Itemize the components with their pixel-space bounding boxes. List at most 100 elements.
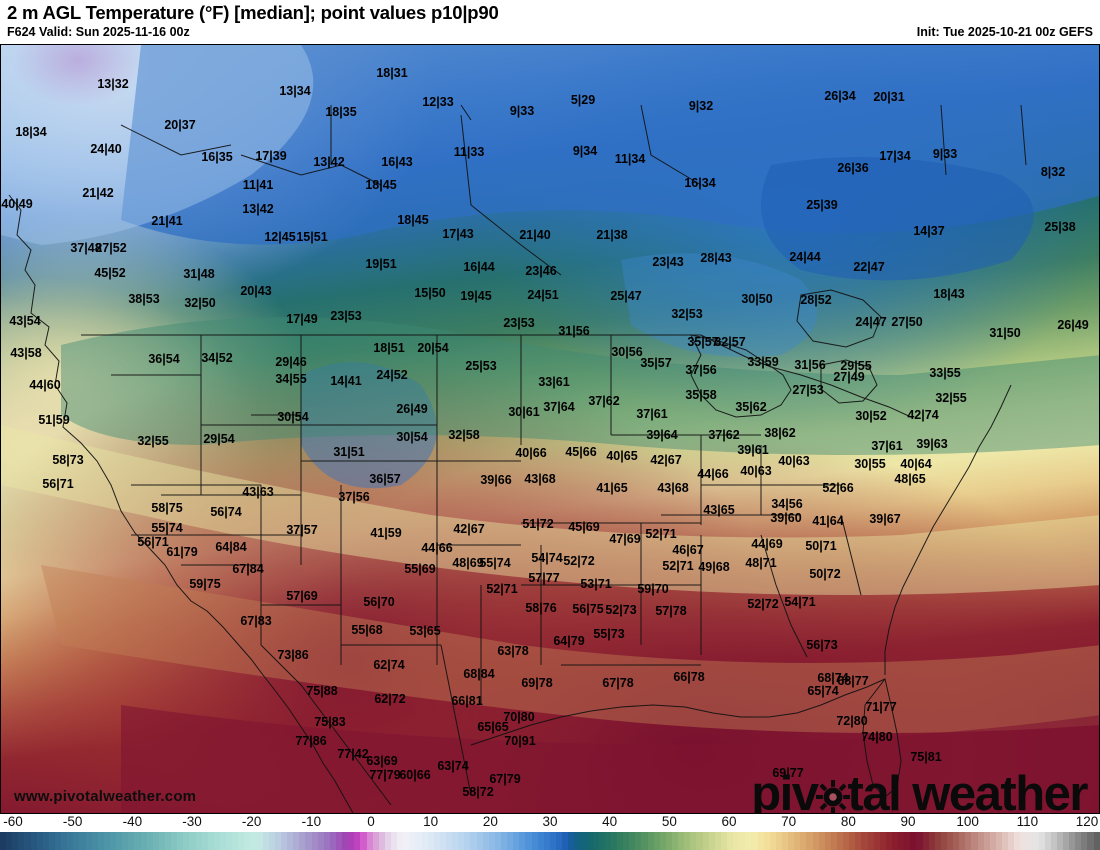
sun-gear-icon xyxy=(815,774,850,813)
colorbar-segment xyxy=(213,832,220,850)
colorbar-segment xyxy=(891,832,899,850)
colorbar-segment xyxy=(0,832,7,850)
colorbar-segment xyxy=(6,832,13,850)
colorbar-segment xyxy=(953,832,960,850)
colorbar-segment xyxy=(354,832,361,850)
colorbar-segment xyxy=(940,832,947,850)
colorbar-segment xyxy=(904,832,911,850)
colorbar-gradient[interactable] xyxy=(0,832,1100,850)
colorbar-segment xyxy=(610,832,618,850)
colorbar-segment xyxy=(885,832,892,850)
colorbar-segment xyxy=(500,832,508,850)
colorbar-segment xyxy=(727,832,734,850)
colorbar-segment xyxy=(97,832,104,850)
colorbar-tick-label: 20 xyxy=(482,814,498,829)
colorbar-segment xyxy=(36,832,43,850)
colorbar-segment xyxy=(531,832,538,850)
colorbar-segment xyxy=(256,832,263,850)
colorbar-segment xyxy=(635,832,642,850)
colorbar-segment xyxy=(1032,832,1039,850)
init-time-label: Init: Tue 2025-10-21 00z GEFS xyxy=(916,25,1093,39)
colorbar-segment xyxy=(659,832,666,850)
colorbar-segment xyxy=(873,832,880,850)
colorbar-tick-label: -60 xyxy=(3,814,23,829)
colorbar-segment xyxy=(641,832,648,850)
colorbar-segment xyxy=(812,832,819,850)
colorbar-tick-label: 0 xyxy=(367,814,375,829)
colorbar-tick-label: 80 xyxy=(840,814,856,829)
colorbar-segment xyxy=(445,832,453,850)
colorbar-segment xyxy=(519,832,526,850)
colorbar-segment xyxy=(384,832,391,850)
colorbar-segment xyxy=(79,832,86,850)
colorbar-segment xyxy=(458,832,465,850)
colorbar-tick-label: -30 xyxy=(182,814,202,829)
colorbar-segment xyxy=(452,832,459,850)
colorbar-segment xyxy=(794,832,801,850)
colorbar-segment xyxy=(733,832,740,850)
colorbar-segment xyxy=(391,832,398,850)
colorbar-segment xyxy=(189,832,196,850)
colorbar-segment xyxy=(830,832,837,850)
colorbar-segment xyxy=(73,832,80,850)
colorbar-segment xyxy=(507,832,514,850)
colorbar-segment xyxy=(348,832,355,850)
colorbar-segment xyxy=(855,832,862,850)
colorbar-tick-label: 100 xyxy=(956,814,979,829)
watermark-text-a: piv xyxy=(751,767,819,814)
colorbar-segment xyxy=(317,832,324,850)
colorbar-segment xyxy=(268,832,275,850)
colorbar-segment xyxy=(971,832,978,850)
colorbar-segment xyxy=(299,832,306,850)
colorbar-ticks: -60 -50 -40 -30 -20 -10 0 10 20 30 40 50 60 70 80 90 100… xyxy=(0,814,1100,832)
colorbar-segment xyxy=(843,832,850,850)
colorbar-segment xyxy=(470,832,477,850)
colorbar-segment xyxy=(769,832,776,850)
colorbar-segment xyxy=(574,832,581,850)
colorbar-segment xyxy=(562,832,569,850)
colorbar-segment xyxy=(629,832,636,850)
colorbar-segment xyxy=(702,832,709,850)
map-viewport[interactable]: 13|32 13|34 18|31 18|35 12|33 9|33 5|29 9|32 26|… xyxy=(0,44,1100,814)
colorbar-segment xyxy=(555,832,563,850)
colorbar-tick-label: -20 xyxy=(241,814,262,829)
colorbar-segment xyxy=(598,832,605,850)
colorbar-segment xyxy=(934,832,941,850)
colorbar-segment xyxy=(1063,832,1070,850)
colorbar-segment xyxy=(806,832,813,850)
colorbar-segment xyxy=(592,832,599,850)
colorbar-segment xyxy=(128,832,135,850)
colorbar-segment xyxy=(433,832,440,850)
colorbar-tick-label: 10 xyxy=(423,814,439,829)
colorbar-segment xyxy=(922,832,929,850)
colorbar-segment xyxy=(665,832,673,850)
colorbar-segment xyxy=(818,832,825,850)
pivotal-weather-watermark: piv xyxy=(751,767,1089,814)
colorbar-segment xyxy=(959,832,966,850)
colorbar-segment xyxy=(543,832,550,850)
colorbar-tick-label: -10 xyxy=(301,814,322,829)
colorbar-segment xyxy=(91,832,98,850)
colorbar-segment xyxy=(965,832,972,850)
colorbar-segment xyxy=(415,832,422,850)
colorbar-segment xyxy=(513,832,520,850)
colorbar-segment xyxy=(928,832,935,850)
colorbar-segment xyxy=(403,832,410,850)
colorbar-segment xyxy=(232,832,239,850)
colorbar-segment xyxy=(152,832,159,850)
colorbar-segment xyxy=(134,832,141,850)
colorbar-segment xyxy=(439,832,446,850)
colorbar-segment xyxy=(378,832,385,850)
colorbar-segment xyxy=(482,832,489,850)
colorbar-segment xyxy=(250,832,257,850)
colorbar[interactable]: -60 -50 -40 -30 -20 -10 0 10 20 30 40 50 60 70 80 90 100… xyxy=(0,814,1100,850)
colorbar-segment xyxy=(879,832,886,850)
colorbar-segment xyxy=(219,832,227,850)
colorbar-segment xyxy=(672,832,679,850)
colorbar-segment xyxy=(109,832,117,850)
colorbar-segment xyxy=(494,832,501,850)
colorbar-segment xyxy=(397,832,404,850)
colorbar-segment xyxy=(342,832,349,850)
colorbar-segment xyxy=(42,832,49,850)
